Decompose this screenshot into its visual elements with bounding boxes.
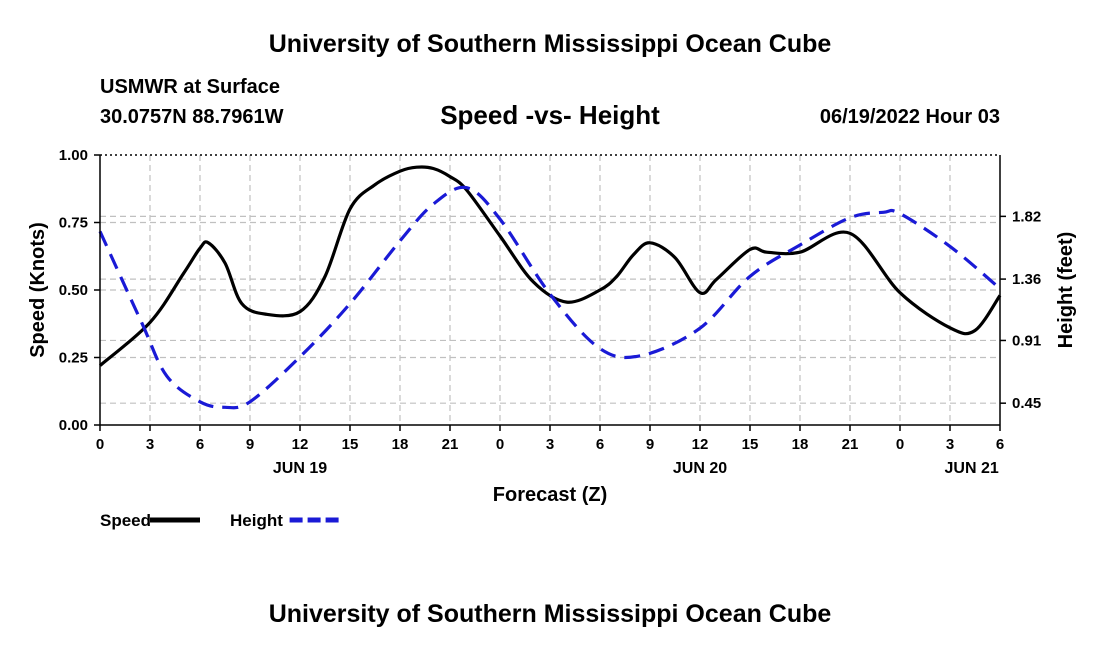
axis-labels: 0 3 6 9 12 15 18 21 0 3 6 9 12 15 18 21 0 3 6 JUN 19 JUN 20 J… bbox=[27, 147, 1077, 506]
footer-title: University of Southern Mississippi Ocean… bbox=[268, 600, 832, 628]
y2-tick-label: 0.91 bbox=[1012, 332, 1041, 349]
x-tick-label: 6 bbox=[196, 436, 204, 453]
y2-axis-title: Height (feet) bbox=[1055, 232, 1077, 349]
y2-tick-label: 1.36 bbox=[1012, 271, 1041, 288]
y-tick-label: 0.75 bbox=[59, 215, 88, 232]
station-coordinates: 30.0757N 88.7961W bbox=[100, 106, 284, 128]
x-date-label: JUN 20 bbox=[673, 460, 727, 477]
y-tick-label: 0.50 bbox=[59, 282, 88, 299]
x-tick-label: 18 bbox=[392, 436, 409, 453]
x-tick-label: 0 bbox=[496, 436, 504, 453]
axes bbox=[94, 154, 1006, 431]
x-tick-label: 15 bbox=[742, 436, 759, 453]
x-axis-title: Forecast (Z) bbox=[493, 484, 607, 506]
x-tick-label: 6 bbox=[596, 436, 604, 453]
y-tick-label: 1.00 bbox=[59, 147, 88, 164]
chart-subtitle: Speed -vs- Height bbox=[440, 100, 660, 130]
x-tick-label: 3 bbox=[546, 436, 554, 453]
y2-tick-label: 1.82 bbox=[1012, 208, 1041, 225]
chart-main-title: University of Southern Mississippi Ocean… bbox=[268, 30, 832, 58]
legend: Speed Height bbox=[100, 511, 340, 530]
x-date-label: JUN 21 bbox=[945, 460, 999, 477]
legend-label-height: Height bbox=[230, 511, 283, 530]
x-tick-label: 12 bbox=[292, 436, 309, 453]
x-tick-label: 3 bbox=[146, 436, 154, 453]
x-date-label: JUN 19 bbox=[273, 460, 327, 477]
x-tick-label: 6 bbox=[996, 436, 1004, 453]
legend-label-speed: Speed bbox=[100, 511, 151, 530]
x-tick-label: 21 bbox=[842, 436, 859, 453]
y-axis-title: Speed (Knots) bbox=[27, 222, 49, 358]
y-tick-label: 0.00 bbox=[59, 417, 88, 434]
station-label: USMWR at Surface bbox=[100, 76, 281, 98]
x-tick-label: 21 bbox=[442, 436, 459, 453]
x-tick-label: 12 bbox=[692, 436, 709, 453]
x-tick-label: 9 bbox=[246, 436, 254, 453]
x-tick-label: 0 bbox=[96, 436, 104, 453]
x-tick-label: 3 bbox=[946, 436, 954, 453]
grid-lines bbox=[100, 155, 1000, 425]
x-tick-label: 15 bbox=[342, 436, 359, 453]
forecast-datetime: 06/19/2022 Hour 03 bbox=[819, 106, 1000, 128]
x-tick-label: 9 bbox=[646, 436, 654, 453]
y-tick-label: 0.25 bbox=[59, 350, 88, 367]
height-series-line bbox=[98, 185, 1002, 410]
x-tick-label: 18 bbox=[792, 436, 809, 453]
speed-series-line bbox=[98, 165, 1002, 367]
y2-tick-label: 0.45 bbox=[1012, 395, 1041, 412]
series-lines bbox=[98, 165, 1002, 410]
x-tick-label: 0 bbox=[896, 436, 904, 453]
